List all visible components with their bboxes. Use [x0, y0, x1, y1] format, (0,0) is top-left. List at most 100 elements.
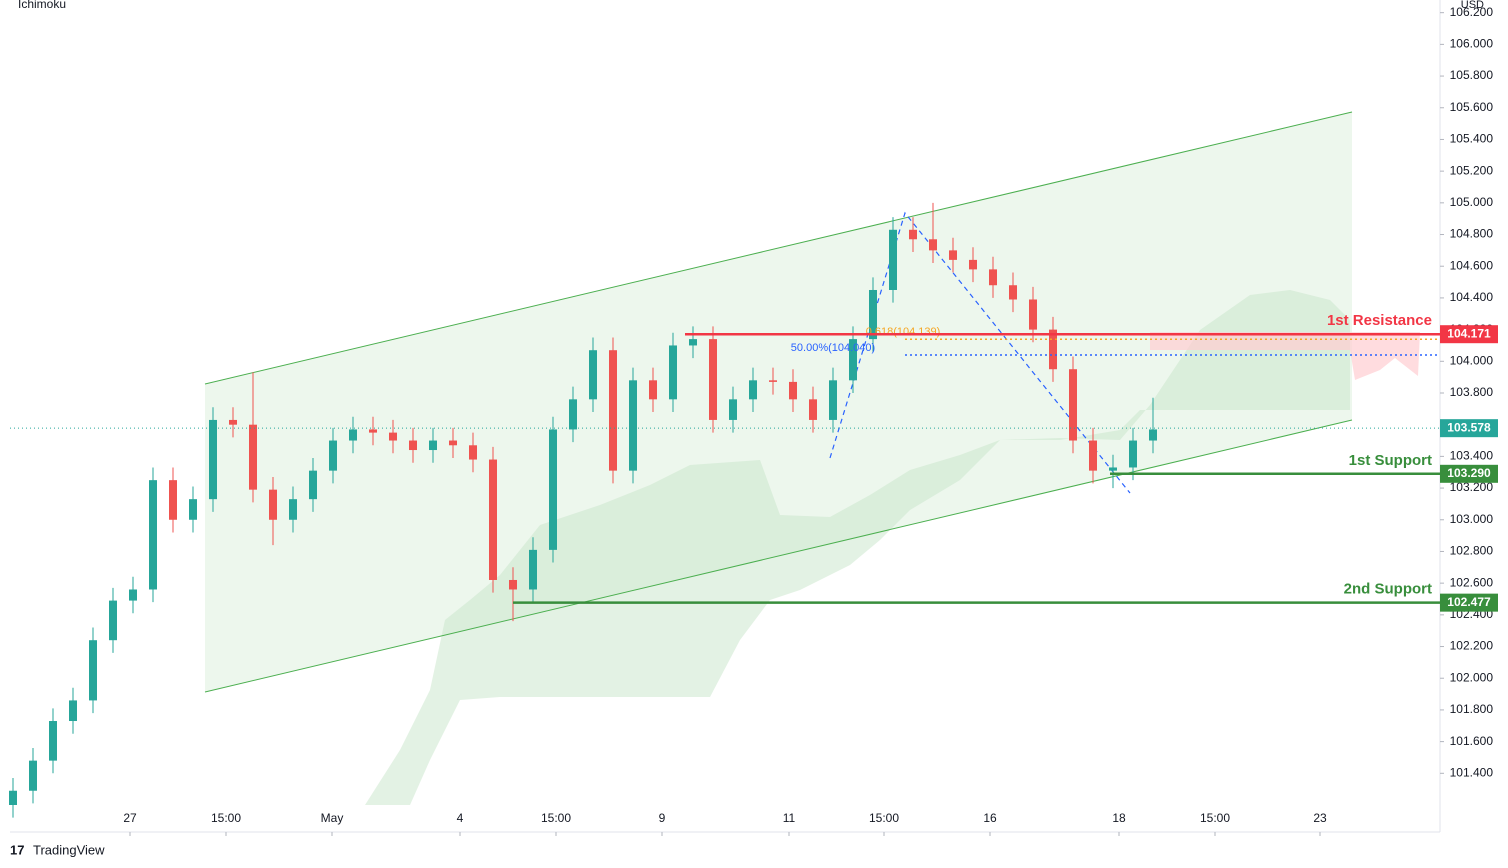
y-tick-label: 105.400: [1450, 132, 1494, 146]
candle-body: [1089, 440, 1097, 471]
candle-body: [509, 579, 517, 590]
brand: TradingView: [33, 842, 105, 857]
y-tick-label: 102.000: [1450, 670, 1494, 684]
candle-body: [109, 600, 117, 641]
candle-body: [169, 480, 177, 520]
y-tick-label: 106.200: [1450, 5, 1494, 19]
x-tick-label: 18: [1112, 811, 1126, 825]
candle-body: [1149, 429, 1157, 441]
x-tick-label: 15:00: [211, 811, 241, 825]
x-tick-label: 16: [983, 811, 997, 825]
candle-body: [809, 399, 817, 420]
candle-body: [209, 419, 217, 500]
level-tag: [1440, 325, 1498, 344]
y-tick-label: 103.800: [1450, 385, 1494, 399]
y-tick-label: 103.200: [1450, 480, 1494, 494]
x-tick-label: 15:00: [869, 811, 899, 825]
candle-body: [469, 445, 477, 460]
candle-body: [649, 380, 657, 400]
current-price-tag: [1440, 419, 1498, 438]
candle-body: [969, 259, 977, 270]
brand-logo: 17: [10, 842, 24, 857]
candle-body: [869, 289, 877, 340]
candle-body: [529, 549, 537, 590]
candle-body: [1009, 285, 1017, 300]
x-tick-label: 23: [1313, 811, 1327, 825]
y-tick-label: 104.800: [1450, 227, 1494, 241]
candle-body: [549, 429, 557, 550]
candle-body: [589, 350, 597, 400]
y-tick-label: 101.400: [1450, 765, 1494, 779]
x-tick-label: 15:00: [1200, 811, 1230, 825]
y-tick-label: 102.200: [1450, 639, 1494, 653]
candle-body: [729, 399, 737, 420]
level-name: 1st Resistance: [1327, 312, 1432, 329]
level-label: 102.477: [1447, 595, 1491, 609]
candle-body: [1109, 467, 1117, 471]
candle-body: [629, 380, 637, 471]
y-tick-label: 103.400: [1450, 449, 1494, 463]
x-tick-label: 9: [659, 811, 666, 825]
candle-body: [1129, 440, 1137, 468]
candle-body: [149, 480, 157, 590]
y-tick-label: 103.000: [1450, 512, 1494, 526]
candle-body: [449, 440, 457, 446]
y-tick-label: 102.800: [1450, 544, 1494, 558]
candle-body: [269, 489, 277, 520]
candle-body: [829, 380, 837, 420]
current-price-label: 103.578: [1447, 420, 1491, 434]
x-tick-label: 11: [783, 811, 796, 825]
channel-lower: [204, 419, 1353, 693]
level-label: 104.171: [1447, 326, 1491, 340]
candle-body: [849, 339, 857, 381]
candle-body: [689, 339, 697, 346]
channel-upper: [204, 111, 1353, 385]
candle-body: [9, 790, 17, 805]
candle-body: [949, 250, 957, 260]
level-name: 1st Support: [1349, 452, 1432, 469]
candle-body: [1029, 299, 1037, 330]
candle-body: [669, 345, 677, 400]
y-tick-label: 106.000: [1450, 37, 1494, 51]
candle-body: [229, 419, 237, 425]
y-tick-label: 104.000: [1450, 353, 1494, 367]
y-tick-label: 105.600: [1450, 100, 1494, 114]
candle-body: [249, 424, 257, 490]
x-tick-label: 4: [457, 811, 464, 825]
x-tick-label: 27: [123, 811, 137, 825]
candle-body: [1069, 369, 1077, 441]
fib-label: 50.00%(104.040): [791, 342, 875, 354]
candle-body: [69, 700, 77, 722]
candle-body: [889, 229, 897, 290]
level-label: 103.290: [1447, 466, 1491, 480]
candle-body: [1049, 329, 1057, 370]
candle-body: [769, 380, 777, 382]
candle-body: [49, 721, 57, 761]
candle-body: [189, 499, 197, 520]
y-tick-label: 102.600: [1450, 575, 1494, 589]
fib-label: 0.618(104.139): [866, 326, 941, 338]
candle-body: [89, 640, 97, 701]
y-tick-label: 105.200: [1450, 163, 1494, 177]
candle-body: [429, 440, 437, 451]
candle-body: [929, 239, 937, 251]
candle-body: [289, 499, 297, 520]
candle-body: [709, 339, 717, 420]
candle-body: [789, 381, 797, 400]
candle-body: [129, 589, 137, 601]
candle-body: [489, 459, 497, 580]
candle-body: [349, 429, 357, 441]
currency-label: USD: [1461, 0, 1484, 11]
level-tag: [1440, 593, 1498, 612]
indicator-label: Ichimoku: [18, 0, 66, 11]
y-tick-label: 101.600: [1450, 734, 1494, 748]
ichimoku-cloud-bearish: [1150, 332, 1420, 380]
candle-body: [29, 760, 37, 791]
y-tick-label: 105.800: [1450, 68, 1494, 82]
candle-body: [609, 350, 617, 471]
candle-body: [909, 229, 917, 240]
y-tick-label: 104.400: [1450, 290, 1494, 304]
candle-body: [309, 470, 317, 500]
candle-body: [389, 432, 397, 441]
